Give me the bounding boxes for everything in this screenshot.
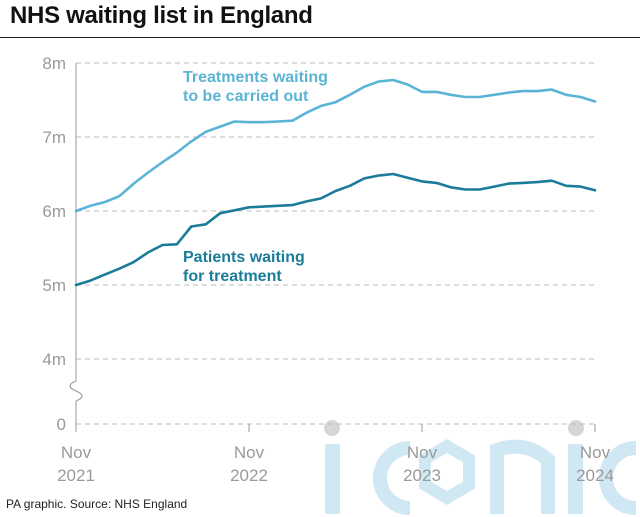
series-line-patients <box>74 172 597 287</box>
axis-break-mark <box>69 380 83 402</box>
source-note: PA graphic. Source: NHS England <box>6 497 188 511</box>
title-divider <box>0 37 640 38</box>
series-label-patients: Patients waiting <box>183 249 305 266</box>
x-tick-label: Nov <box>407 443 438 462</box>
series-lines <box>74 78 597 287</box>
x-tick-label: Nov <box>234 443 265 462</box>
iconic-watermark-logo <box>324 420 637 515</box>
x-tick-label: Nov <box>580 443 611 462</box>
gridlines <box>76 62 595 425</box>
series-label-treatments: Treatments waiting <box>183 69 328 86</box>
watermark-stroke <box>419 439 475 505</box>
series-label-treatments: to be carried out <box>183 88 309 105</box>
watermark-stroke <box>373 441 411 515</box>
series-label-patients: for treatment <box>183 268 282 285</box>
chart-title: NHS waiting list in England <box>10 2 313 29</box>
x-tick-label: 2023 <box>403 466 441 485</box>
watermark-stroke <box>599 441 637 515</box>
watermark-stroke <box>490 439 555 514</box>
watermark-stroke <box>568 444 583 514</box>
y-axis-ticks: 8m 7m 6m 5m 4m 0 <box>42 54 66 434</box>
x-tick-label: 2021 <box>57 466 95 485</box>
watermark-dot <box>324 420 340 436</box>
watermark-dot <box>568 420 584 436</box>
x-tick-label: 2022 <box>230 466 268 485</box>
x-tick-label: 2024 <box>576 466 614 485</box>
x-tick-label: Nov <box>61 443 92 462</box>
x-axis: Nov 2021 Nov 2022 Nov 2023 Nov 2024 <box>57 63 614 485</box>
y-tick-label: 4m <box>42 350 66 369</box>
y-tick-label: 8m <box>42 54 66 73</box>
y-tick-label: 5m <box>42 276 66 295</box>
y-tick-label: 0 <box>57 415 66 434</box>
y-tick-label: 6m <box>42 202 66 221</box>
y-tick-label: 7m <box>42 128 66 147</box>
series-labels: Treatments waiting to be carried out Patie… <box>183 69 328 285</box>
series-line-treatments <box>74 78 597 213</box>
watermark-stroke <box>325 444 340 514</box>
